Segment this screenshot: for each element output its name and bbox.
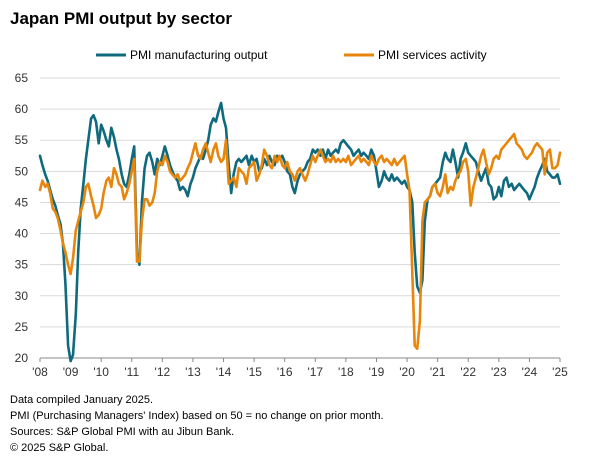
y-axis-ticks: 20 25 30 35 40 45 50 55 60 65 [15,71,29,365]
x-tick-label: '17 [307,365,323,379]
x-tick-label: '19 [369,365,385,379]
x-tick-label: '20 [399,365,415,379]
y-tick-label: 55 [15,133,29,147]
y-tick-label: 60 [15,102,29,116]
series-line-manufacturing [38,101,562,363]
legend: PMI manufacturing output PMI services act… [96,48,487,62]
x-tick-label: '12 [155,365,171,379]
gridlines [40,77,560,328]
y-tick-label: 45 [15,195,29,209]
legend-label: PMI manufacturing output [130,48,268,62]
chart-title: Japan PMI output by sector [10,9,232,28]
x-tick-label: '16 [277,365,293,379]
x-tick-label: '10 [93,365,109,379]
x-tick-label: '25 [552,365,568,379]
x-tick-label: '23 [491,365,507,379]
y-tick-label: 50 [15,164,29,178]
x-tick-label: '13 [185,365,201,379]
legend-label: PMI services activity [378,48,487,62]
y-tick-label: 25 [15,320,29,334]
x-tick-label: '08 [32,365,48,379]
x-tick-label: '11 [124,365,139,379]
x-tick-label: '18 [338,365,354,379]
x-tick-label: '09 [63,365,79,379]
y-tick-label: 30 [15,289,29,303]
x-tick-label: '15 [246,365,262,379]
series-lines [38,101,562,363]
x-tick-label: '21 [430,365,446,379]
x-tick-label: '22 [460,365,476,379]
x-tick-label: '14 [216,365,232,379]
footer-compiled-note: Data compiled January 2025. [10,394,154,406]
y-tick-label: 65 [15,71,29,85]
footer-copyright: © 2025 S&P Global. [10,442,109,454]
chart-footer: Data compiled January 2025. PMI (Purchas… [10,392,384,456]
x-tick-label: '24 [522,365,538,379]
footer-sources: Sources: S&P Global PMI with au Jibun Ba… [10,426,235,438]
series-line-services [38,132,562,350]
x-axis: '08 '09 '10 '11 '12 '13 '14 '15 '16 '17 '18 '19 '20 '… [32,357,568,379]
y-tick-label: 20 [15,351,29,365]
footer-pmi-note: PMI (Purchasing Managers' Index) based o… [10,410,384,422]
y-tick-label: 35 [15,258,29,272]
y-tick-label: 40 [15,227,29,241]
